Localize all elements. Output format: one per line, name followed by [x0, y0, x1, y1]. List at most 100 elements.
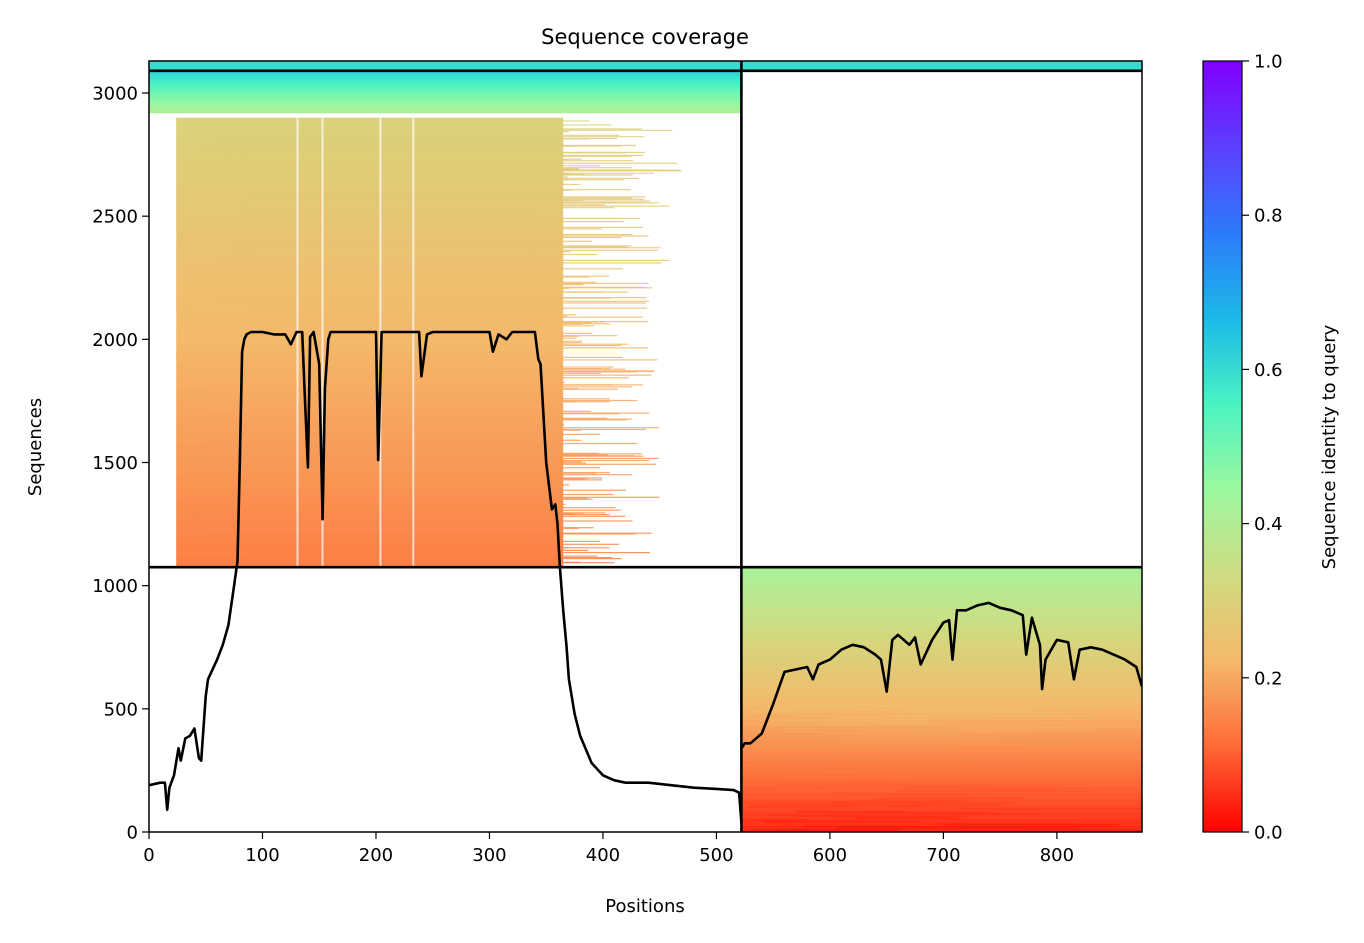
sequence-row: [233, 476, 564, 478]
sequence-row: [220, 332, 593, 334]
coverage-lines: [149, 330, 1142, 823]
coverage-band: [741, 805, 1142, 813]
coverage-band: [741, 779, 1142, 787]
coverage-band: [741, 666, 1142, 674]
sequence-row: [832, 738, 889, 740]
coverage-band: [741, 699, 1142, 707]
coverage-band: [149, 96, 742, 98]
x-axis-ticks: 0 100 200 300 400 500 600 700 800: [143, 832, 1074, 866]
sequence-row: [236, 489, 627, 491]
sequence-row: [907, 825, 1113, 828]
sequence-row: [220, 168, 580, 170]
sequence-row: [244, 557, 613, 559]
sequence-row: [896, 789, 1056, 791]
colorbar-tick: 0.2: [1242, 668, 1283, 689]
sequence-row: [805, 742, 908, 744]
sequence-row: [787, 706, 857, 708]
sequence-row: [192, 512, 584, 514]
sequence-row: [845, 764, 875, 766]
sequence-row: [245, 282, 649, 285]
coverage-band: [741, 646, 1142, 654]
sequence-row: [763, 821, 864, 823]
sequence-row: [202, 399, 638, 402]
sequence-row: [244, 455, 635, 457]
sequence-row: [773, 784, 951, 786]
sequence-row: [176, 425, 525, 427]
sequence-row: [250, 496, 660, 498]
sequence-row: [802, 825, 917, 827]
sequence-row: [176, 153, 545, 155]
sequence-row: [254, 249, 658, 251]
sequence-row: [252, 459, 650, 462]
sequence-row: [830, 717, 998, 719]
sequence-row: [187, 550, 535, 552]
sequence-row: [181, 472, 610, 474]
sequence-row: [236, 433, 600, 435]
sequence-row: [872, 784, 988, 787]
sequence-row: [185, 172, 573, 174]
sequence-row: [221, 145, 623, 147]
sequence-row: [965, 728, 1099, 730]
coverage-band: [149, 107, 742, 110]
coverage-band: [741, 673, 1142, 681]
sequence-row: [854, 773, 1045, 775]
sequence-row: [221, 344, 622, 346]
coverage-band: [176, 432, 564, 445]
sequence-row: [900, 759, 1075, 761]
sequence-row: [194, 454, 608, 456]
sequence-row: [198, 540, 600, 542]
x-tick: 200: [359, 832, 393, 866]
coverage-band: [149, 83, 742, 85]
sequence-row: [207, 418, 632, 420]
sequence-row: [205, 439, 582, 441]
sequence-row: [183, 518, 525, 520]
sequence-row: [186, 204, 605, 206]
sequence-row: [214, 370, 654, 372]
sequence-row: [190, 165, 600, 167]
sequence-row: [231, 337, 577, 339]
sequence-row: [756, 752, 845, 754]
sequence-row: [230, 177, 543, 179]
coverage-band: [149, 94, 742, 97]
sequence-row: [216, 335, 618, 337]
x-tick-label: 100: [245, 845, 279, 866]
sequence-row: [238, 151, 645, 153]
sequence-row: [207, 561, 581, 563]
sequence-row: [855, 817, 959, 819]
coverage-band: [149, 102, 742, 104]
sequence-row: [236, 503, 566, 505]
x-tick-label: 800: [1040, 845, 1074, 866]
y-axis-label: Sequences: [25, 398, 46, 496]
sequence-row: [189, 366, 614, 368]
sequence-row: [824, 810, 907, 812]
sequence-row: [233, 289, 546, 291]
sequence-row: [220, 276, 589, 278]
coverage-band: [149, 92, 742, 95]
sequence-row: [192, 507, 616, 509]
sequence-row: [227, 174, 586, 176]
colorbar-tick: 0.6: [1242, 360, 1283, 381]
y-tick: 2500: [92, 207, 149, 228]
x-tick: 600: [813, 832, 847, 866]
chart-title: Sequence coverage: [541, 25, 749, 49]
alignment-gap: [321, 117, 324, 568]
sequence-row: [235, 245, 632, 247]
sequence-row: [249, 517, 542, 519]
colorbar-tick: 1.0: [1242, 52, 1283, 73]
coverage-band: [149, 79, 742, 81]
sequence-row: [184, 205, 670, 207]
coverage-band: [149, 109, 742, 112]
sequence-row: [216, 352, 526, 354]
coverage-band: [149, 106, 742, 108]
coverage-line: [149, 330, 743, 823]
sequence-row: [935, 715, 1093, 717]
sequence-row: [254, 549, 589, 551]
sequence-row: [187, 300, 650, 302]
sequence-row: [813, 753, 913, 756]
sequence-row: [198, 189, 631, 191]
coverage-band: [149, 80, 742, 82]
sequence-row: [199, 374, 652, 376]
sequence-row: [833, 812, 1000, 815]
sequence-row: [832, 816, 946, 818]
sequence-row: [788, 782, 915, 784]
